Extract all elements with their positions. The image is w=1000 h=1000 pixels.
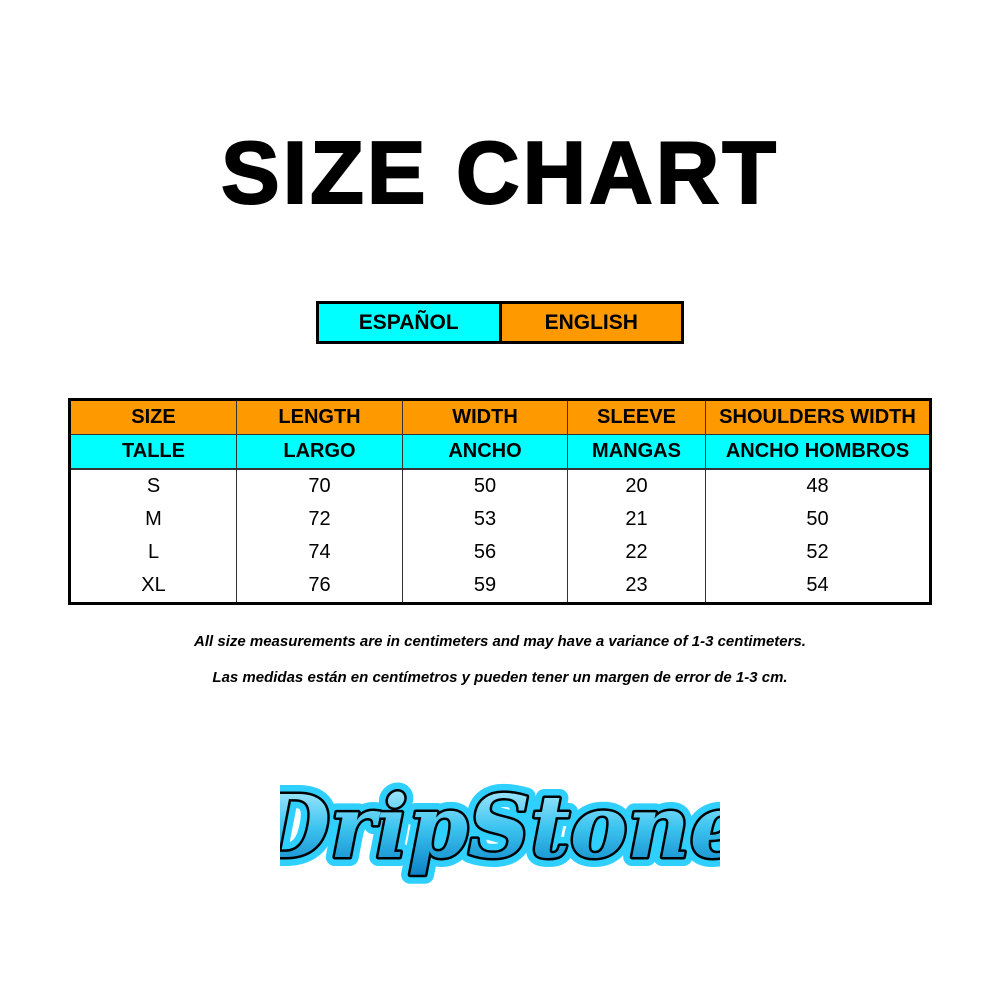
- header-cell: WIDTH: [402, 399, 568, 435]
- note-english: All size measurements are in centimeters…: [194, 633, 806, 650]
- cell: 20: [567, 469, 706, 503]
- header-cell: MANGAS: [567, 434, 706, 470]
- cell: XL: [141, 574, 166, 596]
- cell: 22: [567, 536, 706, 569]
- cell: 23: [567, 569, 706, 604]
- dripstone-logo: DripStone DripStone: [280, 768, 720, 887]
- note-spanish: Las medidas están en centímetros y puede…: [212, 669, 788, 686]
- table-row: L 74 56 22 52: [70, 536, 931, 569]
- legend-english: ENGLISH: [501, 304, 681, 341]
- cell: 76: [236, 569, 403, 604]
- cell: 50: [705, 503, 931, 536]
- cell: 21: [567, 503, 706, 536]
- header-cell: SHOULDERS WIDTH: [705, 399, 931, 435]
- cell: L: [147, 541, 160, 563]
- cell: M: [145, 508, 162, 530]
- cell: 54: [705, 569, 931, 604]
- legend-spanish: ESPAÑOL: [319, 304, 502, 341]
- cell: 52: [705, 536, 931, 569]
- cell: 72: [236, 503, 403, 536]
- header-row-english: SIZE LENGTH WIDTH SLEEVE SHOULDERS WIDTH: [69, 399, 931, 435]
- header-cell: ANCHO: [402, 434, 568, 470]
- logo-glow: DripStone: [280, 777, 720, 878]
- cell: 70: [236, 469, 403, 503]
- cell: S: [146, 475, 161, 497]
- cell: 74: [236, 536, 403, 569]
- table-row: XL 76 59 23 54: [70, 569, 931, 604]
- header-cell: LENGTH: [236, 399, 403, 435]
- header-row-spanish: TALLE LARGO ANCHO MANGAS ANCHO HOMBROS: [69, 434, 931, 470]
- table-row: M 72 53 21 50: [70, 503, 931, 536]
- header-cell: TALLE: [69, 434, 237, 470]
- size-table: SIZE LENGTH WIDTH SLEEVE SHOULDERS WIDTH…: [68, 398, 932, 605]
- logo-text: DripStone: [280, 777, 720, 878]
- table-row: S 70 50 20 48: [70, 469, 931, 503]
- cell: 48: [705, 469, 931, 503]
- header-cell: ANCHO HOMBROS: [705, 434, 931, 470]
- header-cell: SLEEVE: [567, 399, 706, 435]
- cell: 59: [402, 569, 568, 604]
- page-title: SIZE CHART: [220, 122, 779, 223]
- header-cell: LARGO: [236, 434, 403, 470]
- cell: 53: [402, 503, 568, 536]
- language-legend: ESPAÑOL ENGLISH: [316, 301, 684, 344]
- cell: 56: [402, 536, 568, 569]
- header-cell: SIZE: [69, 399, 237, 435]
- cell: 50: [402, 469, 568, 503]
